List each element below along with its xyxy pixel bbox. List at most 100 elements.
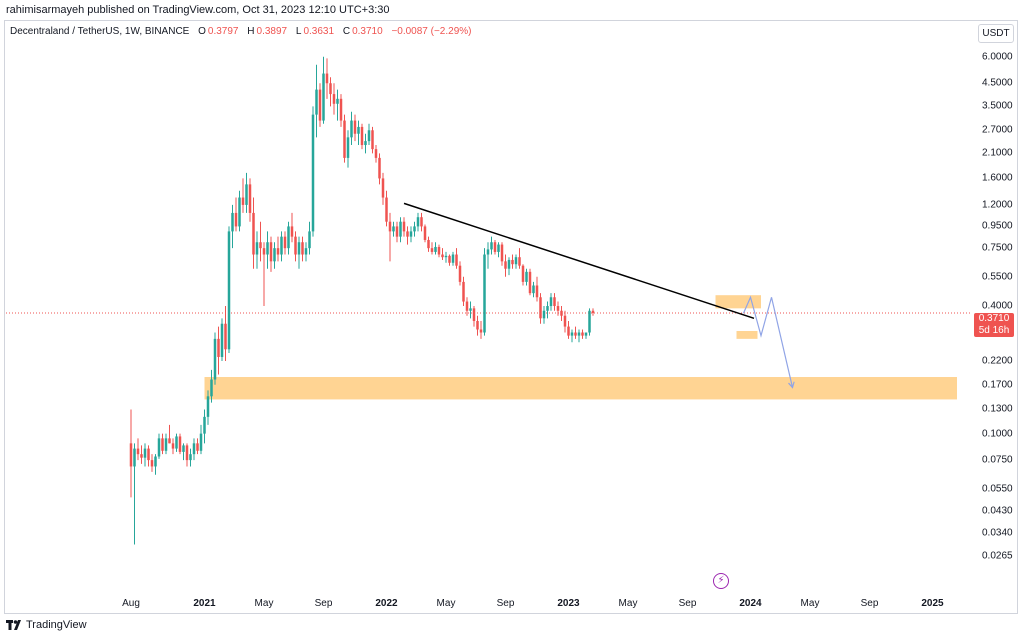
time-tick-label: Sep <box>496 598 515 609</box>
candle <box>560 306 563 321</box>
candle <box>444 251 448 263</box>
price-tick-label: 0.1000 <box>982 428 1013 440</box>
zone-resistance[interactable] <box>715 295 762 309</box>
candle-body <box>462 281 465 302</box>
candle-body <box>500 244 504 262</box>
candle <box>567 320 570 339</box>
candle-body <box>171 443 175 449</box>
candle-body <box>329 83 332 95</box>
candle <box>584 332 588 339</box>
price-axis[interactable]: 6.0000 4.5000 3.5000 2.7000 2.1000 1.6000 1.20… <box>970 40 1018 590</box>
candle <box>539 293 542 324</box>
price-tick-label: 6.0000 <box>982 51 1013 63</box>
candle-body <box>224 323 227 350</box>
footer-brand[interactable]: TradingView <box>6 619 87 631</box>
candle-body <box>367 130 371 142</box>
candle <box>346 130 350 168</box>
currency-button[interactable]: USDT <box>978 24 1014 43</box>
price-tick-label: 3.5000 <box>982 100 1013 112</box>
candle-body <box>479 329 483 333</box>
candle-body <box>175 436 178 449</box>
candle <box>276 236 280 262</box>
candle-body <box>563 315 567 327</box>
trendline[interactable] <box>403 202 755 320</box>
candle-body <box>336 98 339 104</box>
candle-body <box>143 448 147 458</box>
candle <box>490 236 493 255</box>
time-tick-label: 2022 <box>375 598 398 609</box>
candle <box>182 443 185 461</box>
candle-body <box>381 178 385 198</box>
candle-body <box>458 265 462 282</box>
candle-body <box>283 236 287 249</box>
candle <box>451 251 455 266</box>
projection-path[interactable] <box>742 295 794 388</box>
candle <box>133 443 136 545</box>
candle-body <box>574 332 577 336</box>
candle-body <box>525 271 528 282</box>
candle-body <box>269 242 273 262</box>
candle <box>406 226 409 245</box>
candle-body <box>266 242 269 255</box>
candle <box>234 197 238 232</box>
candle <box>476 315 479 336</box>
candle <box>140 445 143 464</box>
candle <box>378 153 381 185</box>
candle <box>164 433 168 455</box>
brand-name: TradingView <box>26 619 87 631</box>
candle <box>486 242 490 269</box>
zone-demand[interactable] <box>736 330 758 339</box>
candle-body <box>378 157 381 179</box>
candle-body <box>315 89 318 115</box>
candle <box>308 221 311 255</box>
candle-body <box>168 438 171 444</box>
candle-body <box>227 231 231 350</box>
candle-body <box>486 249 490 255</box>
candle-body <box>406 231 409 237</box>
candle <box>367 123 371 146</box>
candle <box>458 261 462 286</box>
candle <box>329 77 332 107</box>
candle-body <box>199 433 203 451</box>
candle-body <box>395 226 399 237</box>
candle <box>143 443 147 467</box>
candle-body <box>346 137 350 158</box>
candle <box>423 224 427 243</box>
candle <box>175 433 178 452</box>
price-tick-label: 1.2000 <box>982 199 1013 211</box>
candle <box>528 268 532 296</box>
candle <box>217 326 220 375</box>
zone-target[interactable] <box>204 377 958 400</box>
symbol-name: Decentraland / TetherUS, 1W, BINANCE <box>10 26 190 37</box>
candle-body <box>451 254 455 263</box>
candle-body <box>567 326 570 336</box>
lightning-icon[interactable]: ⚡ <box>713 573 729 589</box>
candle-body <box>339 98 343 121</box>
candle <box>245 172 248 213</box>
price-tick-label: 0.2200 <box>982 355 1013 367</box>
candle <box>507 257 511 276</box>
price-tick-label: 0.1700 <box>982 379 1013 391</box>
candle <box>553 293 556 311</box>
candle <box>339 94 343 127</box>
candle <box>322 56 325 124</box>
candle <box>532 281 535 298</box>
candle-body <box>465 301 469 311</box>
candle-body <box>388 221 392 232</box>
high-label: H <box>247 26 255 37</box>
candle-body <box>577 332 581 336</box>
countdown-value: 5d 16h <box>978 325 1010 336</box>
time-tick-label: Sep <box>860 598 879 609</box>
candle-body <box>413 226 416 232</box>
candle-body <box>588 310 591 333</box>
price-tick-label: 0.4000 <box>982 300 1013 312</box>
open-value: 0.3797 <box>207 26 239 37</box>
candle-body <box>290 226 294 237</box>
tradingview-logo-icon <box>6 620 21 630</box>
candle-body <box>409 231 413 237</box>
candle <box>472 306 476 327</box>
candle-body <box>297 242 301 255</box>
candle <box>171 438 175 455</box>
candle-body <box>213 338 217 380</box>
